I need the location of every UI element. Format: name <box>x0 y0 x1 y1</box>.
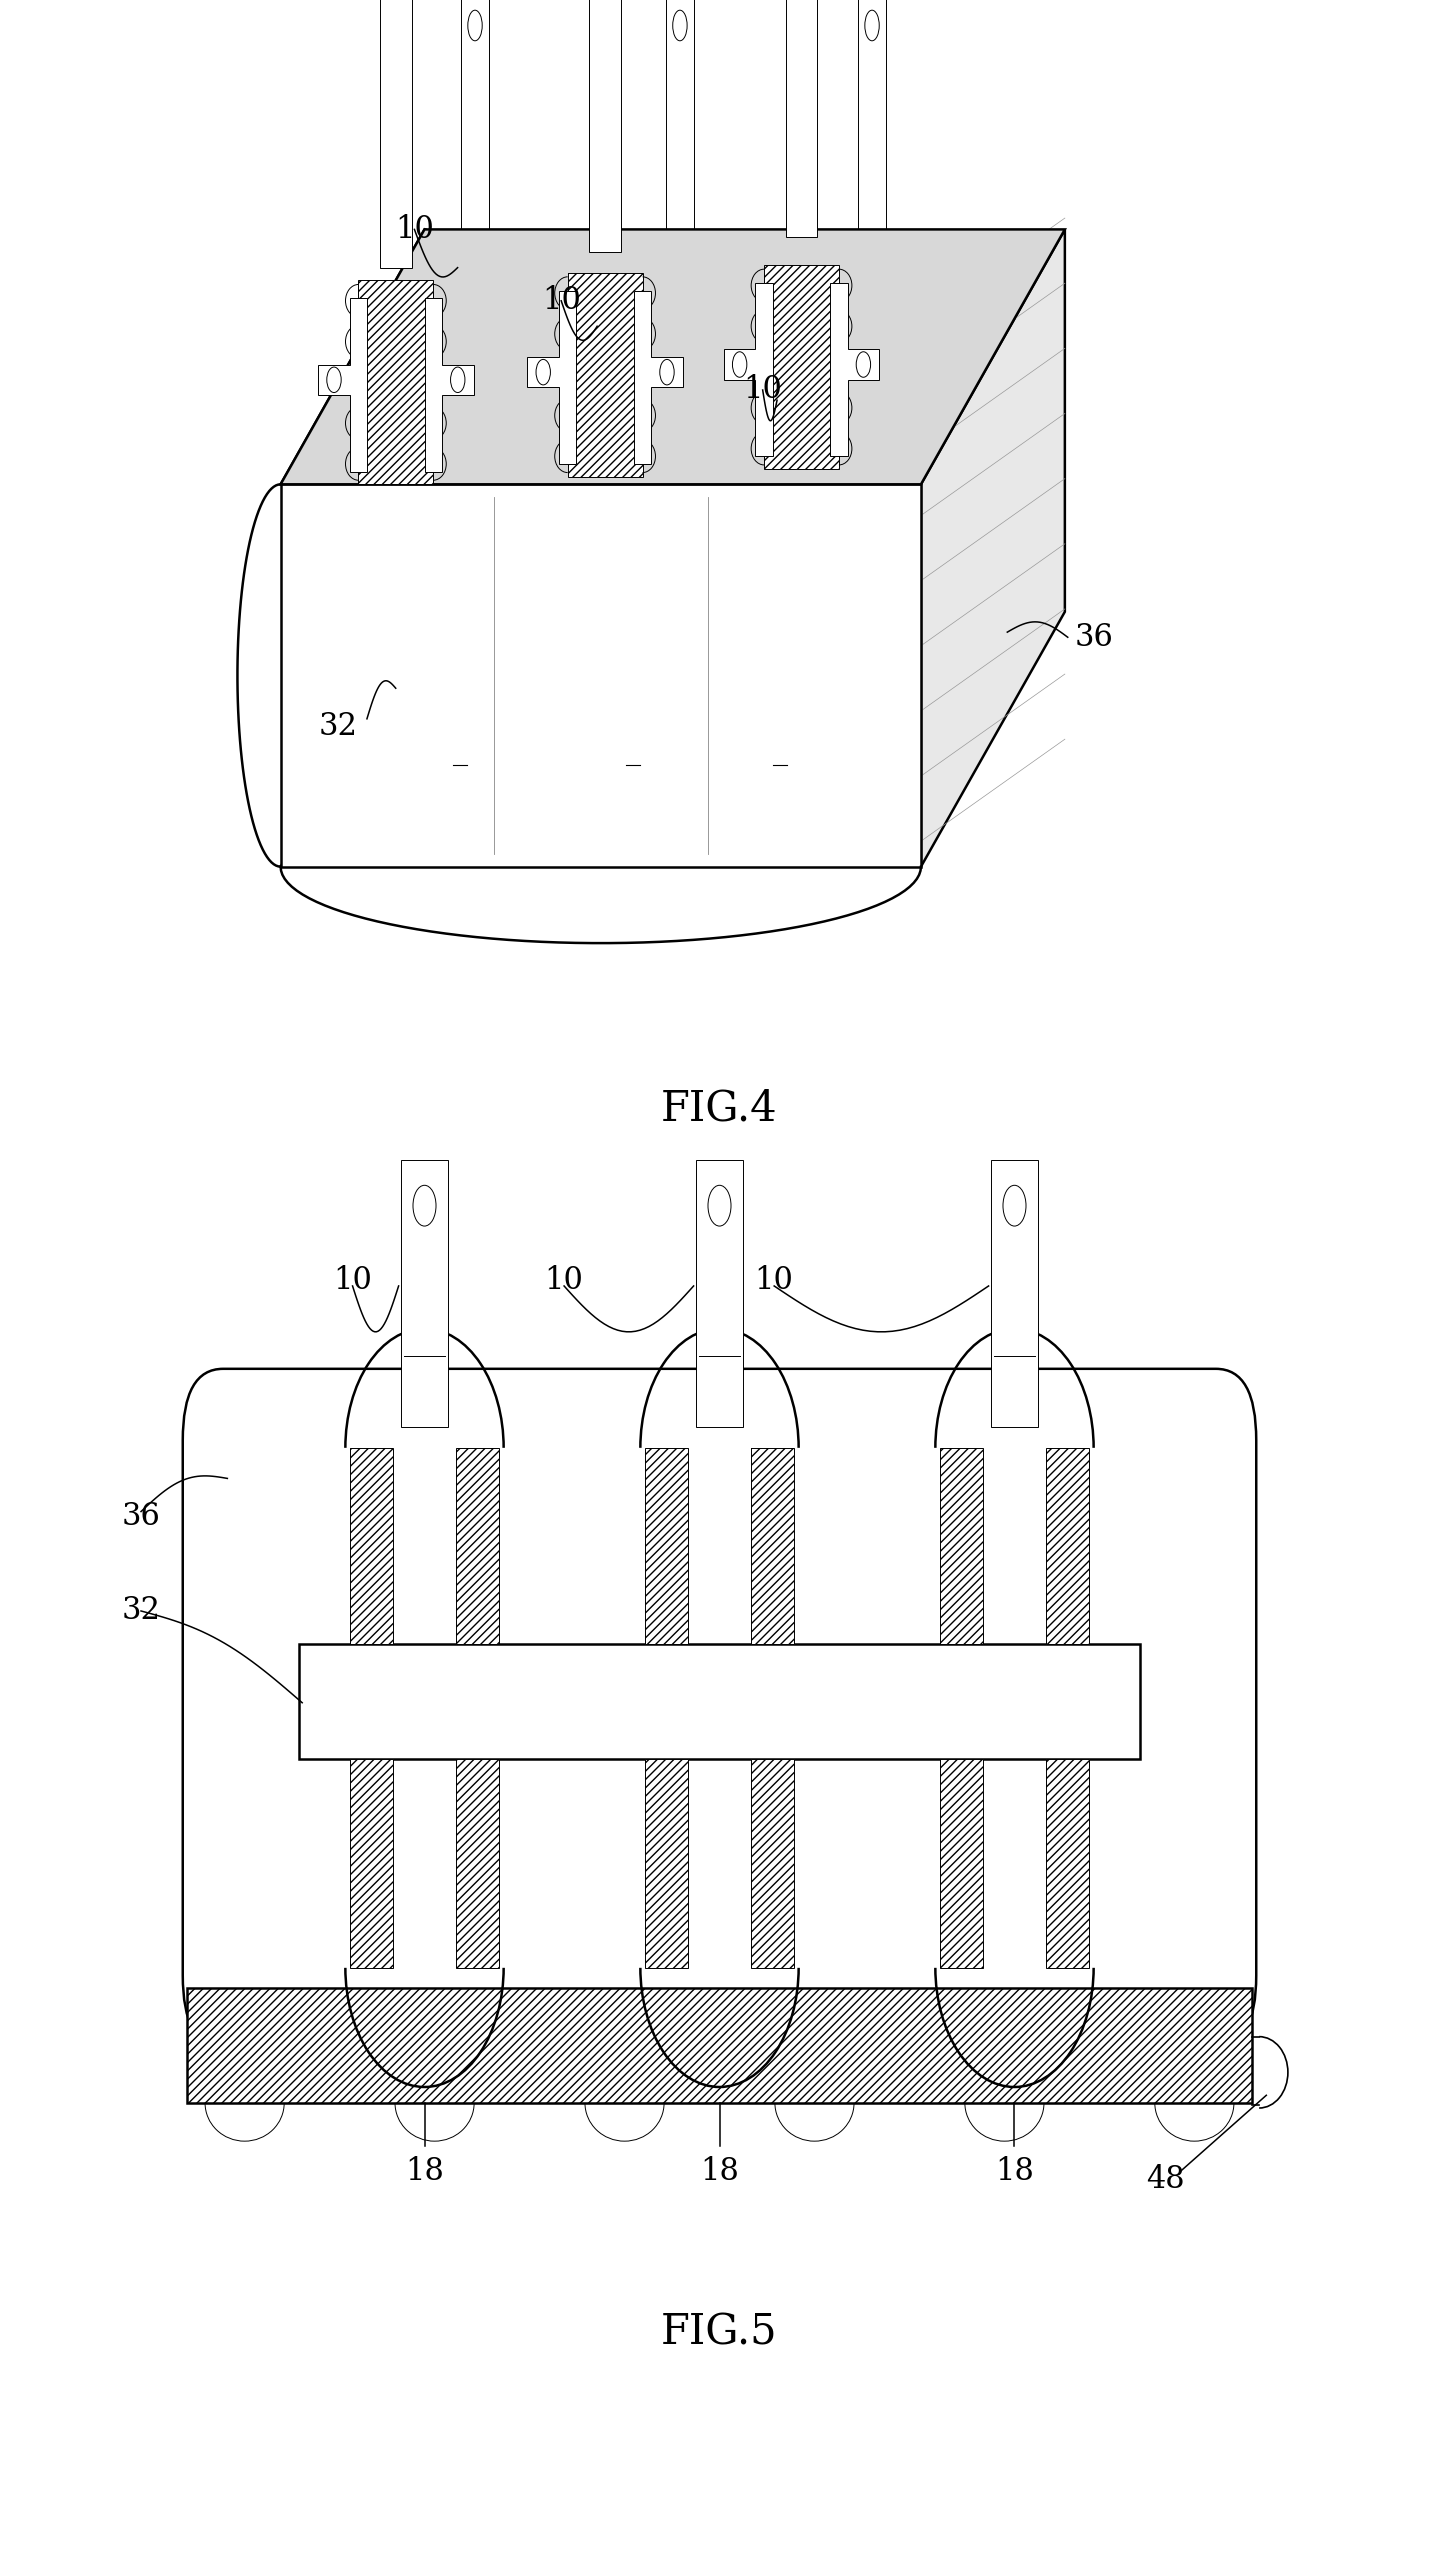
Bar <box>1046 1759 1089 1968</box>
FancyBboxPatch shape <box>183 1369 1256 2047</box>
Text: 10: 10 <box>743 375 783 405</box>
Text: 48: 48 <box>1147 2164 1184 2195</box>
Ellipse shape <box>659 359 673 385</box>
Bar <box>358 280 433 484</box>
Text: FIG.4: FIG.4 <box>661 1088 778 1129</box>
Polygon shape <box>921 229 1065 867</box>
Bar <box>567 273 642 477</box>
Ellipse shape <box>856 352 871 377</box>
Polygon shape <box>318 298 367 472</box>
Bar <box>645 1759 688 1968</box>
Text: FIG.5: FIG.5 <box>661 2312 778 2353</box>
Bar <box>456 1448 499 1644</box>
Ellipse shape <box>865 10 879 41</box>
Polygon shape <box>724 283 773 456</box>
Bar <box>456 1759 499 1968</box>
Ellipse shape <box>413 1185 436 1226</box>
Bar <box>751 1759 794 1968</box>
Text: 32: 32 <box>121 1596 161 1626</box>
Bar <box>764 265 839 469</box>
Bar <box>350 1759 393 1968</box>
Bar <box>350 1448 393 1644</box>
Ellipse shape <box>732 352 747 377</box>
Ellipse shape <box>468 10 482 41</box>
Bar <box>940 1448 983 1644</box>
Bar <box>299 1644 1140 1759</box>
Bar <box>380 0 412 268</box>
Bar <box>764 265 839 469</box>
Bar <box>940 1759 983 1968</box>
Bar <box>940 1759 983 1968</box>
Bar <box>786 0 817 237</box>
Bar <box>1046 1448 1089 1644</box>
Bar <box>1046 1448 1089 1644</box>
Polygon shape <box>425 298 473 472</box>
Bar <box>645 1448 688 1644</box>
Text: 10: 10 <box>332 1264 373 1297</box>
Bar <box>187 1988 1252 2103</box>
Ellipse shape <box>708 1185 731 1226</box>
Bar <box>401 1160 448 1427</box>
Ellipse shape <box>1003 1185 1026 1226</box>
Text: 10: 10 <box>541 285 581 316</box>
Bar <box>350 1759 393 1968</box>
Ellipse shape <box>327 367 341 393</box>
Bar <box>991 1160 1038 1427</box>
Bar <box>350 1448 393 1644</box>
Bar <box>460 0 489 344</box>
Ellipse shape <box>672 10 688 41</box>
Bar <box>645 1759 688 1968</box>
Polygon shape <box>527 291 576 464</box>
Text: 18: 18 <box>994 2156 1035 2187</box>
Text: 32: 32 <box>318 711 358 742</box>
Polygon shape <box>633 291 682 464</box>
Polygon shape <box>830 283 879 456</box>
Ellipse shape <box>535 359 550 385</box>
Text: 10: 10 <box>394 214 435 245</box>
Bar <box>665 0 694 344</box>
Bar <box>456 1448 499 1644</box>
Bar <box>751 1759 794 1968</box>
Text: 36: 36 <box>121 1501 161 1532</box>
Polygon shape <box>281 484 921 867</box>
Polygon shape <box>281 229 1065 484</box>
Text: 10: 10 <box>544 1264 584 1297</box>
Text: 10: 10 <box>754 1264 794 1297</box>
Bar <box>696 1160 743 1427</box>
Text: 18: 18 <box>699 2156 740 2187</box>
Bar <box>645 1448 688 1644</box>
Text: 18: 18 <box>404 2156 445 2187</box>
Bar <box>751 1448 794 1644</box>
Bar <box>751 1448 794 1644</box>
Bar <box>456 1759 499 1968</box>
Bar <box>1046 1759 1089 1968</box>
Text: 36: 36 <box>1073 622 1114 653</box>
Bar <box>358 280 433 484</box>
Bar <box>858 0 886 344</box>
Bar <box>590 0 622 252</box>
Bar <box>187 1988 1252 2103</box>
Ellipse shape <box>450 367 465 393</box>
Bar <box>940 1448 983 1644</box>
Bar <box>567 273 642 477</box>
